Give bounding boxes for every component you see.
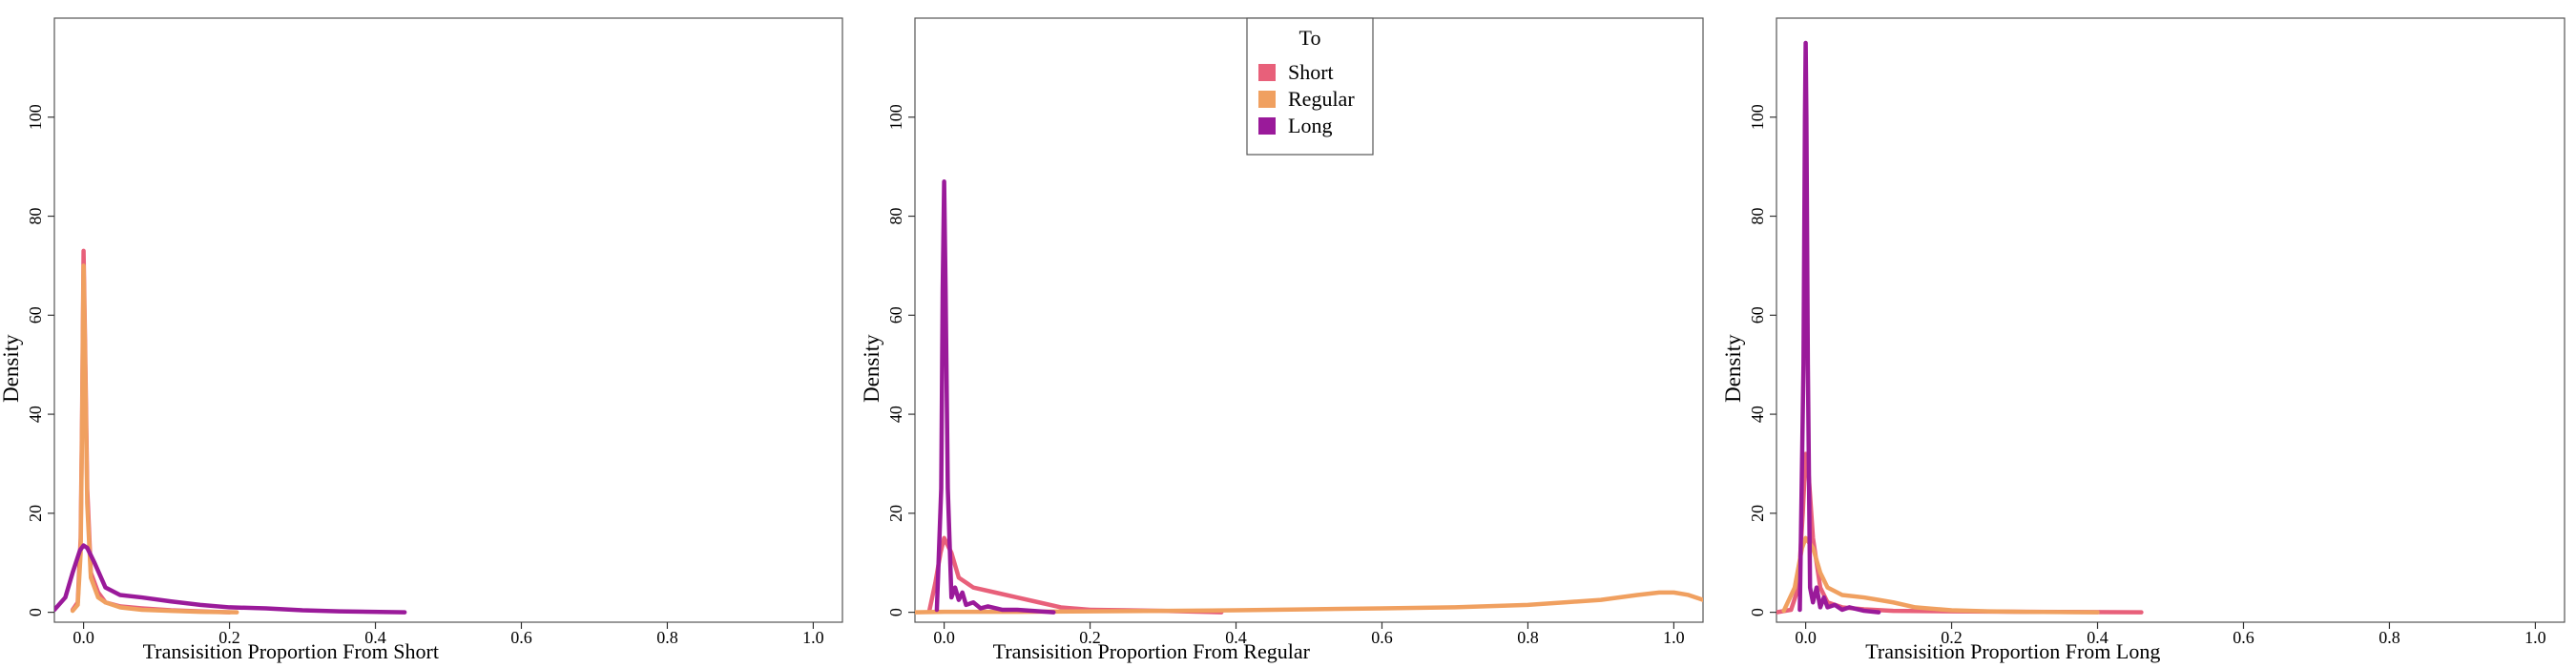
chart-panel-3: 0.0 0.2 0.4 0.6 0.8 1.0 0 20 40 60 80 100 Transisiti…	[1721, 17, 2566, 663]
y-tick-label: 0	[1748, 608, 1767, 616]
density-line-regular	[70, 263, 239, 615]
x-tick-label: 0.0	[1795, 628, 1817, 647]
y-tick-label: 100	[26, 104, 45, 130]
y-tick-label: 80	[1748, 208, 1767, 225]
y-tick-label: 20	[1748, 505, 1767, 522]
y-tick-label: 60	[1748, 306, 1767, 324]
y-tick-label: 0	[26, 608, 45, 616]
y-tick-label: 40	[26, 406, 45, 423]
chart-panel-2: 0.0 0.2 0.4 0.6 0.8 1.0 0 20 40 60 80 100 Transisiti…	[860, 17, 1704, 663]
x-axis-label: Transisition Proportion From Regular	[993, 639, 1311, 663]
x-tick-label: 0.8	[656, 628, 678, 647]
y-axis-label: Density	[860, 334, 883, 403]
x-tick-label: 0.8	[2379, 628, 2400, 647]
x-tick-label: 0.2	[1079, 628, 1101, 647]
y-axis-label: Density	[1721, 334, 1745, 403]
density-line-long	[934, 178, 1056, 615]
y-tick-label: 80	[886, 208, 905, 225]
x-axis-label: Transisition Proportion From Short	[143, 639, 439, 663]
y-tick-label: 20	[886, 505, 905, 522]
x-tick-label: 0.6	[510, 628, 532, 647]
x-tick-label: 0.4	[1225, 628, 1247, 647]
y-axis-label: Density	[0, 334, 23, 403]
y-tick-label: 100	[886, 104, 905, 130]
chart-panel-1: 0.0 0.2 0.4 0.6 0.8 1.0 0 20 40 60 80 100 Transisiti…	[0, 17, 843, 663]
x-tick-label: 1.0	[2524, 628, 2546, 647]
y-tick-label: 20	[26, 505, 45, 522]
legend-label-long: Long	[1288, 114, 1332, 137]
plot-frame	[53, 17, 843, 623]
density-line-regular	[915, 590, 1703, 615]
legend-swatch-short	[1258, 64, 1276, 81]
legend-label-short: Short	[1288, 60, 1334, 84]
legend-swatch-regular	[1258, 91, 1276, 108]
y-tick-label: 100	[1748, 104, 1767, 130]
y-tick-label: 0	[886, 608, 905, 616]
x-tick-label: 0.8	[1517, 628, 1539, 647]
density-line-long	[54, 543, 407, 615]
density-line-long	[1797, 40, 1881, 615]
y-tick-label: 40	[886, 406, 905, 423]
legend-label-regular: Regular	[1288, 87, 1355, 111]
plot-frame	[1776, 17, 2566, 623]
x-tick-label: 0.0	[73, 628, 94, 647]
density-line-regular	[1781, 535, 2100, 615]
y-tick-label: 80	[26, 208, 45, 225]
x-tick-label: 0.6	[1371, 628, 1393, 647]
y-tick-label: 40	[1748, 406, 1767, 423]
legend: To Short Regular Long	[1246, 17, 1374, 156]
y-tick-label: 60	[26, 306, 45, 324]
x-tick-label: 0.6	[2233, 628, 2254, 647]
x-tick-label: 0.0	[933, 628, 955, 647]
x-tick-label: 0.4	[2087, 628, 2109, 647]
x-tick-label: 0.2	[1941, 628, 1963, 647]
y-tick-label: 60	[886, 306, 905, 324]
x-axis-label: Transisition Proportion From Long	[1865, 639, 2160, 663]
legend-swatch-long	[1258, 117, 1276, 135]
x-tick-label: 0.4	[364, 628, 386, 647]
x-tick-label: 1.0	[802, 628, 824, 647]
legend-title: To	[1299, 26, 1321, 50]
density-line-short	[70, 248, 232, 615]
x-tick-label: 1.0	[1663, 628, 1685, 647]
x-tick-label: 0.2	[218, 628, 240, 647]
